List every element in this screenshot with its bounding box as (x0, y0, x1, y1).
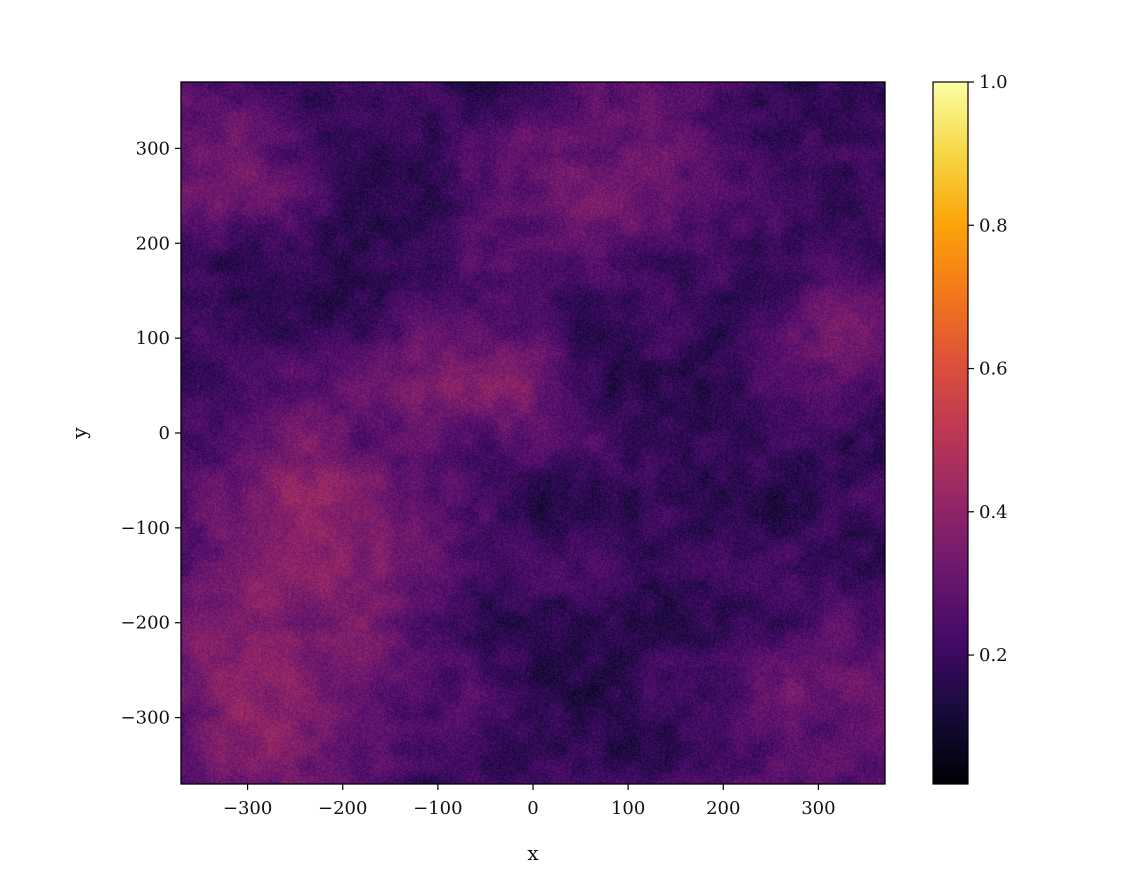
colorbar-gradient (932, 81, 969, 785)
x-tick-label: −100 (413, 798, 462, 819)
colorbar-tick-label: 1.0 (979, 72, 1008, 93)
colorbar: 0.2 0.4 0.6 0.8 1.0 (932, 72, 1008, 785)
y-tick-label: −300 (121, 708, 170, 729)
x-tick-label: 100 (611, 798, 645, 819)
heatmap-group (180, 81, 886, 785)
y-tick-label: 200 (136, 233, 170, 254)
y-tick-label: 300 (136, 138, 170, 159)
colorbar-tick-label: 0.4 (979, 502, 1008, 523)
x-axis-ticks: −300 −200 −100 0 100 200 300 (223, 784, 836, 819)
x-tick-label: −200 (318, 798, 367, 819)
x-axis-label: x (527, 841, 539, 865)
colorbar-tick-label: 0.2 (979, 645, 1008, 666)
x-tick-label: −300 (223, 798, 272, 819)
y-tick-label: 0 (159, 423, 170, 444)
y-axis-ticks: −300 −200 −100 0 100 200 300 (121, 138, 181, 729)
y-tick-label: 100 (136, 328, 170, 349)
heatmap-image (181, 82, 885, 784)
y-axis-label: y (67, 427, 91, 440)
colorbar-tick-label: 0.8 (979, 215, 1008, 236)
x-tick-label: 200 (706, 798, 740, 819)
y-tick-label: −100 (121, 518, 170, 539)
y-tick-label: −200 (121, 613, 170, 634)
colorbar-tick-label: 0.6 (979, 359, 1008, 380)
x-tick-label: 300 (801, 798, 835, 819)
x-tick-label: 0 (527, 798, 538, 819)
colorbar-ticks: 0.2 0.4 0.6 0.8 1.0 (968, 72, 1008, 666)
